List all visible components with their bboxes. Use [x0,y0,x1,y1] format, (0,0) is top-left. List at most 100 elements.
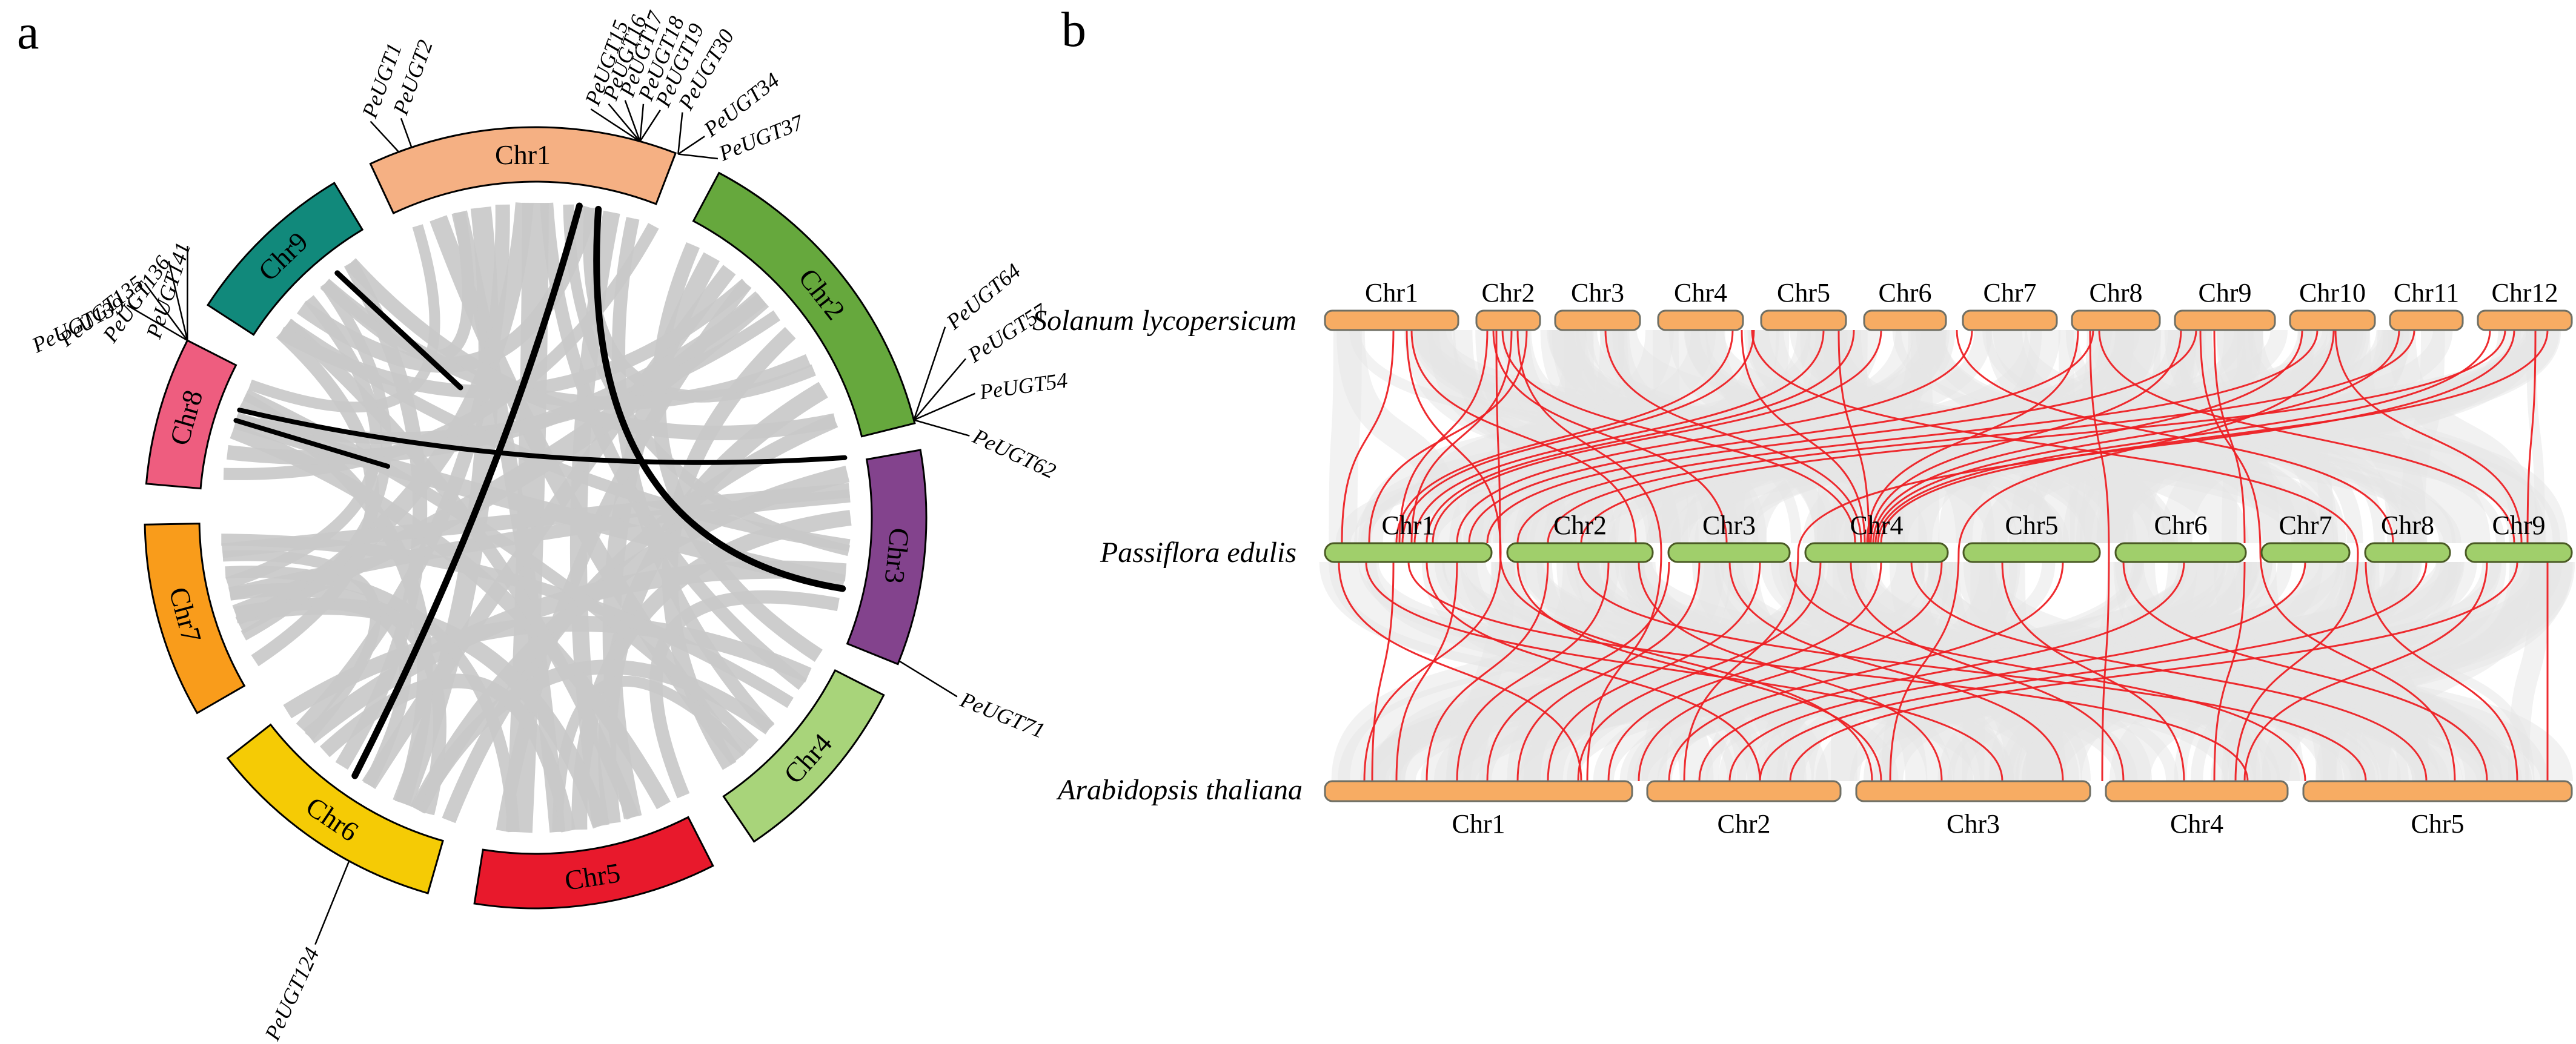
background-ribbon [1576,329,1831,544]
highlighted-link [351,202,583,779]
panel-b-label: b [1061,2,1086,57]
gene-tick [898,660,958,698]
chromosome-bar-chr2 [1475,309,1541,331]
chromosome-bar-chr5 [2302,780,2573,802]
chromosome-bar-chr4 [2105,780,2289,802]
highlighted-link [593,205,846,592]
background-ribbon [2261,561,2572,782]
species-label: Arabidopsis thaliana [1056,774,1303,806]
red-synteny-link [1638,561,1943,782]
chromosome-bar-label: Chr4 [1850,510,1904,540]
background-ribbon [1705,329,1905,544]
chromosome-bar-chr6 [2114,542,2247,563]
red-synteny-link [1363,329,1502,782]
red-synteny-link [2098,329,2515,544]
red-synteny-link [1432,329,1882,544]
synteny-link [225,566,520,833]
red-synteny-link [1395,329,1734,544]
gene-label: PeUGT71 [957,687,1048,743]
chromosome-arc-chr1 [369,126,677,214]
red-synteny-link [1547,561,1761,782]
red-synteny-link [2526,329,2537,544]
synteny-link [282,319,639,820]
chromosome-bar-chr1 [1324,780,1633,802]
chromosome-bar-label: Chr8 [2090,278,2143,308]
red-synteny-link [1577,561,1822,782]
red-synteny-link [1365,561,2003,782]
red-synteny-link [1468,329,2094,544]
chromosome-bar-chr2 [1646,780,1842,802]
gene-tick [639,110,661,142]
red-synteny-link [1789,561,2518,782]
red-synteny-link [1495,329,1873,782]
gene-tick [677,136,705,155]
chromosome-bar-chr12 [2477,309,2573,331]
red-synteny-link [1516,561,1701,782]
gene-tick [370,121,400,153]
red-synteny-link [1741,329,1866,544]
red-synteny-link [1368,329,1528,544]
synteny-link [243,389,759,749]
red-synteny-link [2334,329,2523,544]
gene-tick [677,112,683,154]
red-synteny-link [1698,561,2185,782]
chromosome-bar-chr1 [1324,309,1459,331]
chromosome-arc-chr2 [692,171,916,438]
chromosome-bar-label: Chr2 [1718,809,1771,839]
chromosome-bar-chr8 [2364,542,2451,563]
gene-tick [913,326,946,420]
chromosome-bar-label: Chr6 [1879,278,1932,308]
chromosome-bar-chr3 [1554,309,1641,331]
gene-tick [590,108,641,142]
chromosome-bar-chr5 [1962,542,2101,563]
species-row-3: Chr1 Chr2 Chr3 Chr4 Chr5 Arabidopsis thaliana [1056,774,2573,839]
chromosome-bar-label: Chr6 [2154,510,2208,540]
red-synteny-link [1426,329,1855,544]
gene-label: PeUGT124 [260,943,324,1044]
synteny-link [552,676,751,832]
chromosome-bar-label: Chr7 [1983,278,2037,308]
red-synteny-link [2365,561,2518,782]
chromosome-bar-label: Chr2 [1553,510,1607,540]
chromosome-bar-label: Chr3 [1947,809,2000,839]
chromosome-bar-chr9 [2174,309,2276,331]
chromosome-bar-chr3 [1667,542,1791,563]
species-label: Passiflora edulis [1100,537,1296,569]
red-synteny-link [1398,329,1489,544]
gene-tick [913,392,976,421]
gene-tick [624,100,641,142]
panel-a-label: a [17,4,39,59]
chromosome-arc-label: Chr3 [879,526,915,585]
chromosome-arc-chr6 [226,723,444,894]
chromosome-bar-chr9 [2465,542,2573,563]
chromosome-bar-label: Chr3 [1702,510,1756,540]
circos-plot: Chr1Chr2Chr3Chr4Chr5Chr6Chr7Chr8Chr9PeUG… [28,7,1069,1044]
red-synteny-link [2122,561,2488,782]
gene-tick [639,104,645,142]
chromosome-bar-label: Chr5 [2411,809,2465,839]
chromosome-bar-label: Chr3 [1571,278,1624,308]
red-synteny-link [1880,329,2549,544]
red-synteny-link [2213,329,2246,544]
chromosome-bar-label: Chr4 [1674,278,1727,308]
chromosome-bar-chr5 [1760,309,1847,331]
red-synteny-link [1837,329,1870,544]
chromosome-bar-chr10 [2289,309,2376,331]
red-synteny-link [1759,561,2428,782]
synteny-link [651,242,823,662]
chromosome-arc-chr5 [473,816,714,910]
red-synteny-link [2213,561,2246,782]
chromosome-bar-chr11 [2389,309,2464,331]
red-synteny-link [2243,561,2488,782]
red-synteny-link [1668,561,2064,782]
gene-tick [608,103,641,142]
red-synteny-link [1751,329,2359,782]
red-synteny-link [1410,329,1637,544]
chromosome-bar-chr4 [1657,309,1744,331]
red-synteny-link [1789,561,2306,782]
red-synteny-link [1456,329,1973,544]
gene-tick [127,304,188,342]
red-synteny-link [1877,329,2491,544]
red-synteny-link [1728,561,2064,782]
